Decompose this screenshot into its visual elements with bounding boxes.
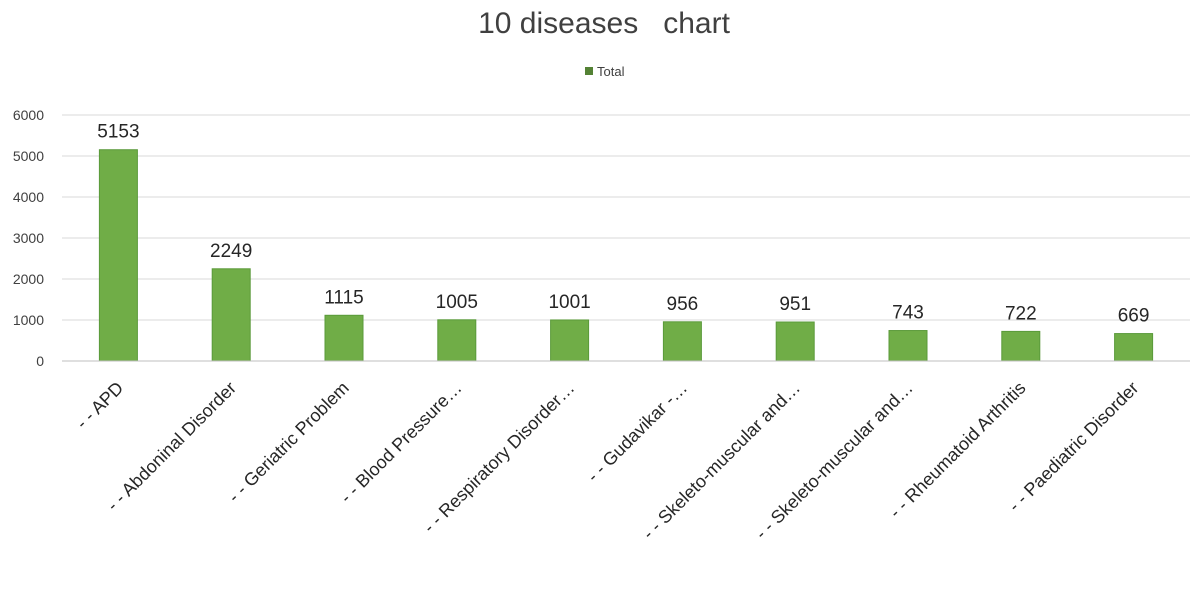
category-label: - - Paediatric Disorder (1004, 378, 1142, 516)
data-label: 722 (1005, 303, 1037, 324)
category-label: - - Abdoninal Disorder (103, 378, 240, 515)
data-label: 1001 (548, 292, 590, 313)
bar (775, 321, 815, 362)
bar (98, 149, 138, 362)
y-tick-label: 0 (36, 353, 44, 369)
category-label: - - Blood Pressure… (336, 378, 465, 507)
y-tick-label: 3000 (13, 230, 44, 246)
data-label: 743 (892, 303, 924, 324)
x-axis-category-labels: - - APD- - Abdoninal Disorder- - Geriatr… (72, 378, 1142, 544)
category-label: - - Gudavikar -… (583, 378, 691, 486)
y-tick-label: 2000 (13, 271, 44, 287)
y-tick-label: 5000 (13, 148, 44, 164)
bar (662, 321, 702, 362)
chart-title: 10 diseases chart (478, 7, 730, 40)
bar (324, 314, 364, 362)
data-label: 1115 (324, 287, 363, 308)
bar (1114, 333, 1154, 362)
data-label: 5153 (97, 122, 139, 143)
bar (1001, 330, 1041, 362)
y-tick-label: 6000 (13, 107, 44, 123)
bar (888, 330, 928, 362)
data-label: 2249 (210, 241, 252, 262)
data-label: 669 (1118, 306, 1150, 327)
data-label: 951 (779, 294, 811, 315)
data-labels: 5153 2249 1115 1005 1001 956 951 743 722 669 (97, 122, 1149, 327)
bar (437, 319, 477, 362)
category-label: - - APD (72, 378, 127, 433)
category-label: - - Geriatric Problem (224, 378, 353, 507)
y-tick-label: 1000 (13, 312, 44, 328)
legend: Total (585, 64, 625, 79)
data-label: 1005 (436, 292, 478, 313)
bar (550, 319, 590, 362)
data-label: 956 (667, 294, 699, 315)
bars (98, 149, 1154, 362)
y-tick-label: 4000 (13, 189, 44, 205)
y-axis-tick-labels: 0 1000 2000 3000 4000 5000 6000 (13, 107, 44, 369)
bar (211, 268, 251, 362)
legend-swatch (585, 67, 593, 75)
legend-label: Total (597, 64, 625, 79)
